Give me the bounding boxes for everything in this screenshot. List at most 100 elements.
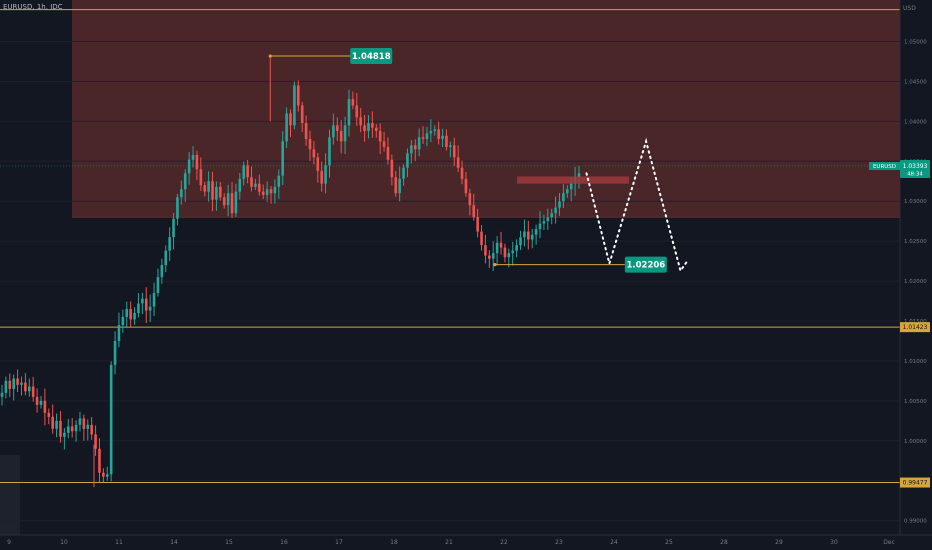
- symbol-interval: 1h: [36, 3, 46, 11]
- time-tick-label: 16: [280, 539, 288, 546]
- candle-body: [569, 183, 573, 190]
- candle-body: [304, 122, 308, 139]
- price-tick-label: 1.02000: [904, 279, 927, 285]
- candle-body: [144, 298, 148, 311]
- candle-body: [105, 474, 109, 477]
- price-tick-label: 1.04500: [904, 79, 927, 85]
- candle-body: [176, 197, 179, 219]
- high-price-label: 1.04818: [352, 52, 391, 62]
- candle-body: [98, 448, 101, 473]
- candle-body: [70, 426, 74, 432]
- candle-body: [51, 416, 54, 429]
- low-price-label-box[interactable]: [624, 256, 667, 273]
- candle-body: [332, 125, 335, 138]
- candle-body: [499, 242, 503, 248]
- candle-body: [43, 400, 47, 413]
- last-price-box: [900, 160, 930, 178]
- time-axis-background[interactable]: [0, 535, 932, 550]
- candle-body: [234, 191, 238, 214]
- candle-body: [452, 145, 456, 158]
- price-tick-label: 1.03000: [904, 199, 927, 205]
- candle-body: [402, 167, 405, 179]
- candle-body: [390, 159, 394, 178]
- candle-body: [207, 181, 210, 192]
- candle-body: [8, 380, 12, 389]
- symbol-legend[interactable]: EURUSD, 1h, IDC: [3, 3, 63, 11]
- candle-body: [491, 253, 495, 259]
- candle-body: [129, 309, 132, 320]
- candle-body: [168, 237, 171, 251]
- candle-body: [191, 154, 195, 160]
- candle-body: [180, 189, 183, 198]
- candle-body: [289, 113, 292, 126]
- high-price-label-box[interactable]: [350, 48, 393, 65]
- candle-body: [24, 382, 27, 392]
- time-tick-label: 10: [60, 539, 68, 546]
- candle-body: [503, 247, 507, 258]
- time-axis-ticks: 9 10 11 14 15 16 17 18 21 22 23 24 25 28 29 30 Dec: [7, 539, 895, 546]
- candle-body: [222, 197, 226, 206]
- candle-body: [476, 217, 479, 232]
- candle-body: [484, 245, 487, 256]
- candle-body: [90, 424, 93, 435]
- candle-body: [367, 122, 370, 131]
- candle-body: [320, 170, 323, 184]
- candle-body: [577, 173, 581, 178]
- time-tick-label: 28: [720, 539, 728, 546]
- candle-body: [230, 193, 234, 214]
- last-price-tag[interactable]: EURUSD 1.03393 48:34: [869, 160, 930, 178]
- candle-body: [246, 165, 249, 178]
- candle-body: [398, 178, 401, 194]
- candle-body: [219, 186, 222, 198]
- price-tick-label: 1.01500: [904, 319, 927, 325]
- time-tick-label: 21: [445, 539, 453, 546]
- time-tick-label: 30: [830, 539, 838, 546]
- time-tick-label: 11: [115, 539, 123, 546]
- candle-body: [187, 159, 191, 174]
- candle-body: [258, 183, 261, 192]
- projection-path[interactable]: [585, 137, 689, 274]
- candle-body: [238, 178, 242, 192]
- candle-body: [160, 265, 164, 278]
- symbol-ticker: EURUSD: [3, 3, 33, 11]
- candle-body: [316, 157, 320, 171]
- symbol-separator-1: ,: [32, 3, 35, 11]
- candle-body: [63, 432, 66, 437]
- price-tick-label: 1.00500: [904, 399, 927, 405]
- candle-body: [47, 412, 51, 417]
- candle-body: [148, 306, 152, 311]
- candle-body: [363, 125, 366, 131]
- candle-body: [94, 434, 97, 449]
- candle-body: [495, 242, 499, 254]
- last-price-value: 1.03393: [903, 163, 928, 170]
- candle-body: [468, 193, 472, 206]
- candle-body: [437, 129, 440, 139]
- resistance-zone[interactable]: [72, 0, 900, 218]
- candle-body: [523, 231, 526, 238]
- candle-body: [429, 130, 433, 134]
- symbol-separator-2: ,: [45, 3, 48, 11]
- candle-body: [480, 231, 483, 246]
- candle-body: [542, 221, 546, 224]
- time-tick-label: 29: [775, 539, 783, 546]
- candle-body: [55, 420, 58, 429]
- candle-body: [250, 177, 253, 187]
- candle-body: [511, 250, 515, 254]
- price-axis-background[interactable]: [900, 0, 932, 550]
- candle-body: [546, 217, 550, 222]
- small-resistance-box[interactable]: [517, 176, 629, 184]
- price-annotations: 1.04818 1.02206: [268, 48, 667, 273]
- candle-body: [141, 298, 144, 304]
- candle-body: [117, 324, 121, 341]
- candle-body: [527, 231, 530, 240]
- candle-body: [277, 175, 281, 187]
- candle-body: [351, 99, 355, 106]
- level-price-labels: 1.01423 0.99477: [900, 322, 930, 488]
- candle-body: [550, 213, 554, 218]
- candle-body: [121, 317, 125, 325]
- last-price-symbol-box: [869, 162, 900, 170]
- candle-body: [281, 141, 285, 176]
- candle-body: [312, 149, 316, 158]
